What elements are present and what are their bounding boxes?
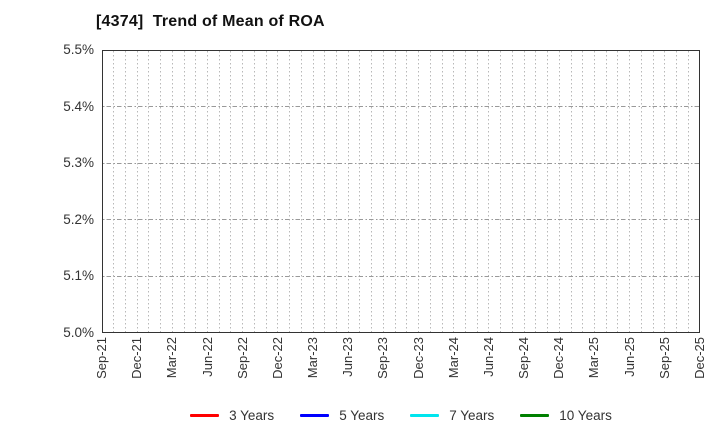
x-tick-label: Jun-23 — [340, 337, 356, 377]
vertical-gridline — [687, 51, 689, 332]
legend-item-3-years: 3 Years — [190, 408, 274, 423]
vertical-gridline — [160, 51, 162, 332]
vertical-gridline — [394, 51, 396, 332]
legend-item-10-years: 10 Years — [520, 408, 612, 423]
vertical-gridline — [148, 51, 150, 332]
legend-line-swatch — [300, 413, 330, 417]
vertical-gridline — [652, 51, 654, 332]
vertical-gridline — [453, 51, 455, 332]
vertical-gridline — [676, 51, 678, 332]
vertical-gridline — [488, 51, 490, 332]
vertical-gridline — [558, 51, 560, 332]
x-tick-label: Dec-25 — [692, 337, 707, 379]
legend-item-7-years: 7 Years — [410, 408, 494, 423]
vertical-gridline — [523, 51, 525, 332]
vertical-gridline — [371, 51, 373, 332]
vertical-gridline — [230, 51, 232, 332]
vertical-gridline — [547, 51, 549, 332]
x-tick-label: Sep-23 — [375, 337, 391, 379]
legend-label: 5 Years — [339, 407, 385, 423]
horizontal-gridline — [103, 219, 699, 221]
legend-label: 10 Years — [559, 407, 612, 423]
vertical-gridline — [124, 51, 126, 332]
vertical-gridline — [207, 51, 209, 332]
y-tick-label: 5.3% — [63, 155, 94, 171]
vertical-gridline — [476, 51, 478, 332]
vertical-gridline — [617, 51, 619, 332]
horizontal-gridline — [103, 275, 699, 277]
x-tick-label: Sep-24 — [516, 337, 532, 379]
vertical-gridline — [324, 51, 326, 332]
chart-title: [4374] Trend of Mean of ROA — [96, 13, 325, 30]
vertical-gridline — [406, 51, 408, 332]
x-tick-label: Mar-22 — [164, 337, 180, 379]
horizontal-gridline — [103, 162, 699, 164]
legend-line-swatch — [410, 413, 440, 417]
plot-area — [102, 50, 700, 333]
legend-line-swatch — [190, 413, 220, 417]
x-tick-label: Jun-24 — [480, 337, 496, 377]
x-tick-label: Mar-23 — [305, 337, 321, 379]
x-tick-label: Sep-22 — [234, 337, 250, 379]
vertical-gridline — [242, 51, 244, 332]
legend-item-5-years: 5 Years — [300, 408, 384, 423]
vertical-gridline — [312, 51, 314, 332]
vertical-gridline — [253, 51, 255, 332]
vertical-gridline — [535, 51, 537, 332]
x-tick-label: Sep-21 — [94, 337, 109, 379]
y-tick-label: 5.5% — [63, 42, 94, 57]
legend-label: 7 Years — [449, 407, 495, 423]
vertical-gridline — [640, 51, 642, 332]
vertical-gridline — [277, 51, 279, 332]
vertical-gridline — [183, 51, 185, 332]
y-tick-label: 5.2% — [63, 211, 94, 227]
vertical-gridline — [195, 51, 197, 332]
vertical-gridline — [593, 51, 595, 332]
vertical-gridline — [429, 51, 431, 332]
vertical-gridline — [382, 51, 384, 332]
vertical-gridline — [441, 51, 443, 332]
y-tick-label: 5.1% — [63, 268, 94, 284]
vertical-gridline — [418, 51, 420, 332]
legend: 3 Years 5 Years 7 Years 10 Years — [102, 403, 700, 427]
vertical-gridline — [289, 51, 291, 332]
vertical-gridline — [605, 51, 607, 332]
vertical-gridline — [171, 51, 173, 332]
x-tick-label: Dec-24 — [551, 337, 567, 379]
vertical-gridline — [300, 51, 302, 332]
x-tick-label: Mar-24 — [445, 337, 461, 379]
x-tick-label: Sep-25 — [656, 337, 672, 379]
vertical-gridline — [629, 51, 631, 332]
vertical-gridline — [347, 51, 349, 332]
x-tick-label: Dec-23 — [410, 337, 426, 379]
x-tick-label: Dec-22 — [269, 337, 285, 379]
vertical-gridline — [464, 51, 466, 332]
x-tick-label: Jun-25 — [621, 337, 637, 377]
vertical-gridline — [136, 51, 138, 332]
vertical-gridline — [218, 51, 220, 332]
vertical-gridline — [265, 51, 267, 332]
x-tick-label: Jun-22 — [199, 337, 215, 377]
vertical-gridline — [336, 51, 337, 332]
y-tick-label: 5.4% — [63, 98, 94, 114]
vertical-gridline — [113, 51, 115, 332]
vertical-gridline — [511, 51, 513, 332]
legend-line-swatch — [520, 413, 550, 417]
x-tick-label: Mar-25 — [586, 337, 602, 379]
vertical-gridline — [582, 51, 584, 332]
legend-label: 3 Years — [229, 407, 275, 423]
vertical-gridline — [570, 51, 572, 332]
y-tick-label: 5.0% — [63, 325, 94, 340]
x-tick-label: Dec-21 — [129, 337, 145, 379]
vertical-gridline — [359, 51, 361, 332]
vertical-gridline — [664, 51, 666, 332]
horizontal-gridline — [103, 106, 699, 108]
vertical-gridline — [500, 51, 502, 332]
